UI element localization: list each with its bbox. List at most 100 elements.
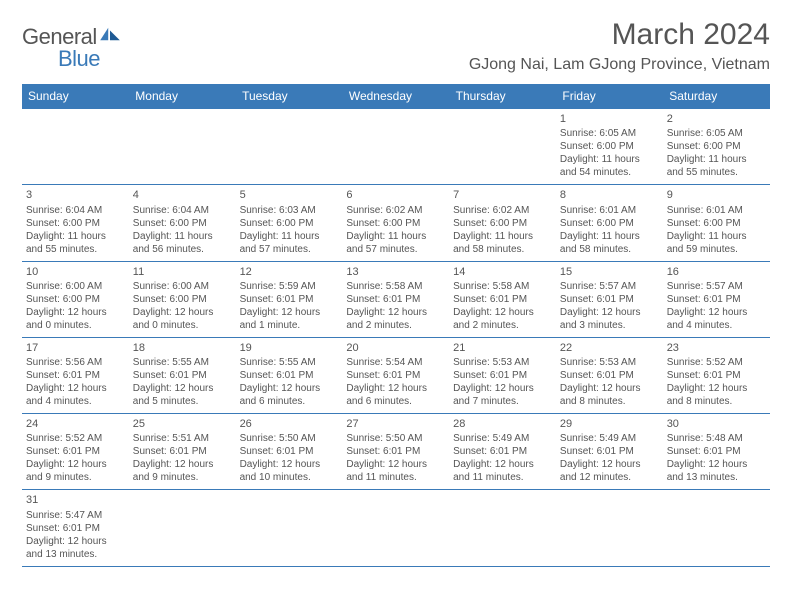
calendar-week-row: 1Sunrise: 6:05 AMSunset: 6:00 PMDaylight… [22, 109, 770, 185]
day-number: 8 [560, 188, 659, 202]
sunset-text: Sunset: 6:00 PM [133, 293, 232, 306]
weekday-header: Friday [556, 84, 663, 109]
logo-text-blue: Blue [58, 46, 121, 72]
calendar-day-cell: 31Sunrise: 5:47 AMSunset: 6:01 PMDayligh… [22, 490, 129, 566]
page-title: March 2024 [469, 18, 770, 52]
sunrise-text: Sunrise: 6:01 AM [560, 204, 659, 217]
weekday-header: Saturday [663, 84, 770, 109]
daylight-text: Daylight: 11 hours and 55 minutes. [26, 230, 125, 256]
sunset-text: Sunset: 6:01 PM [346, 293, 445, 306]
calendar-day-cell: 7Sunrise: 6:02 AMSunset: 6:00 PMDaylight… [449, 185, 556, 261]
sunrise-text: Sunrise: 5:55 AM [240, 356, 339, 369]
calendar-day-cell: 16Sunrise: 5:57 AMSunset: 6:01 PMDayligh… [663, 261, 770, 337]
calendar-day-cell: 28Sunrise: 5:49 AMSunset: 6:01 PMDayligh… [449, 414, 556, 490]
sunrise-text: Sunrise: 6:03 AM [240, 204, 339, 217]
sunrise-text: Sunrise: 5:50 AM [240, 432, 339, 445]
sunset-text: Sunset: 6:01 PM [133, 369, 232, 382]
calendar-day-cell: 1Sunrise: 6:05 AMSunset: 6:00 PMDaylight… [556, 109, 663, 185]
calendar-body: 1Sunrise: 6:05 AMSunset: 6:00 PMDaylight… [22, 109, 770, 567]
daylight-text: Daylight: 11 hours and 57 minutes. [240, 230, 339, 256]
sunset-text: Sunset: 6:00 PM [26, 217, 125, 230]
calendar-week-row: 31Sunrise: 5:47 AMSunset: 6:01 PMDayligh… [22, 490, 770, 566]
daylight-text: Daylight: 12 hours and 1 minute. [240, 306, 339, 332]
calendar-day-cell: 5Sunrise: 6:03 AMSunset: 6:00 PMDaylight… [236, 185, 343, 261]
sunset-text: Sunset: 6:00 PM [667, 140, 766, 153]
calendar-day-cell: 6Sunrise: 6:02 AMSunset: 6:00 PMDaylight… [342, 185, 449, 261]
calendar-day-cell: 8Sunrise: 6:01 AMSunset: 6:00 PMDaylight… [556, 185, 663, 261]
calendar-day-cell [129, 109, 236, 185]
calendar-day-cell: 29Sunrise: 5:49 AMSunset: 6:01 PMDayligh… [556, 414, 663, 490]
calendar-day-cell: 4Sunrise: 6:04 AMSunset: 6:00 PMDaylight… [129, 185, 236, 261]
calendar-day-cell: 22Sunrise: 5:53 AMSunset: 6:01 PMDayligh… [556, 337, 663, 413]
weekday-header: Tuesday [236, 84, 343, 109]
calendar-day-cell [449, 109, 556, 185]
daylight-text: Daylight: 11 hours and 55 minutes. [667, 153, 766, 179]
calendar-day-cell: 2Sunrise: 6:05 AMSunset: 6:00 PMDaylight… [663, 109, 770, 185]
calendar-day-cell: 10Sunrise: 6:00 AMSunset: 6:00 PMDayligh… [22, 261, 129, 337]
day-number: 15 [560, 265, 659, 279]
header: GeneralBlue March 2024 GJong Nai, Lam GJ… [22, 18, 770, 74]
daylight-text: Daylight: 12 hours and 9 minutes. [133, 458, 232, 484]
calendar-day-cell [129, 490, 236, 566]
calendar-day-cell: 9Sunrise: 6:01 AMSunset: 6:00 PMDaylight… [663, 185, 770, 261]
calendar-day-cell: 26Sunrise: 5:50 AMSunset: 6:01 PMDayligh… [236, 414, 343, 490]
sunrise-text: Sunrise: 5:57 AM [560, 280, 659, 293]
calendar-day-cell [236, 109, 343, 185]
daylight-text: Daylight: 12 hours and 4 minutes. [26, 382, 125, 408]
title-block: March 2024 GJong Nai, Lam GJong Province… [469, 18, 770, 74]
day-number: 3 [26, 188, 125, 202]
sunset-text: Sunset: 6:00 PM [667, 217, 766, 230]
calendar-day-cell: 3Sunrise: 6:04 AMSunset: 6:00 PMDaylight… [22, 185, 129, 261]
day-number: 29 [560, 417, 659, 431]
calendar-day-cell: 30Sunrise: 5:48 AMSunset: 6:01 PMDayligh… [663, 414, 770, 490]
calendar-day-cell: 12Sunrise: 5:59 AMSunset: 6:01 PMDayligh… [236, 261, 343, 337]
day-number: 28 [453, 417, 552, 431]
day-number: 23 [667, 341, 766, 355]
sunset-text: Sunset: 6:01 PM [26, 445, 125, 458]
calendar-day-cell [342, 490, 449, 566]
sunset-text: Sunset: 6:01 PM [560, 293, 659, 306]
day-number: 14 [453, 265, 552, 279]
calendar-day-cell: 25Sunrise: 5:51 AMSunset: 6:01 PMDayligh… [129, 414, 236, 490]
daylight-text: Daylight: 12 hours and 13 minutes. [667, 458, 766, 484]
day-number: 21 [453, 341, 552, 355]
daylight-text: Daylight: 11 hours and 58 minutes. [560, 230, 659, 256]
sunrise-text: Sunrise: 5:48 AM [667, 432, 766, 445]
calendar-day-cell: 27Sunrise: 5:50 AMSunset: 6:01 PMDayligh… [342, 414, 449, 490]
sunset-text: Sunset: 6:00 PM [26, 293, 125, 306]
calendar-day-cell: 23Sunrise: 5:52 AMSunset: 6:01 PMDayligh… [663, 337, 770, 413]
daylight-text: Daylight: 12 hours and 6 minutes. [346, 382, 445, 408]
daylight-text: Daylight: 12 hours and 8 minutes. [560, 382, 659, 408]
sunset-text: Sunset: 6:01 PM [453, 293, 552, 306]
daylight-text: Daylight: 12 hours and 10 minutes. [240, 458, 339, 484]
logo: GeneralBlue [22, 18, 121, 72]
sunset-text: Sunset: 6:01 PM [240, 445, 339, 458]
daylight-text: Daylight: 12 hours and 2 minutes. [346, 306, 445, 332]
calendar-day-cell: 19Sunrise: 5:55 AMSunset: 6:01 PMDayligh… [236, 337, 343, 413]
day-number: 31 [26, 493, 125, 507]
sunrise-text: Sunrise: 5:47 AM [26, 509, 125, 522]
daylight-text: Daylight: 12 hours and 4 minutes. [667, 306, 766, 332]
sunrise-text: Sunrise: 5:59 AM [240, 280, 339, 293]
sunrise-text: Sunrise: 5:52 AM [26, 432, 125, 445]
daylight-text: Daylight: 12 hours and 13 minutes. [26, 535, 125, 561]
day-number: 5 [240, 188, 339, 202]
sunset-text: Sunset: 6:01 PM [453, 445, 552, 458]
sunrise-text: Sunrise: 6:01 AM [667, 204, 766, 217]
daylight-text: Daylight: 11 hours and 58 minutes. [453, 230, 552, 256]
sunset-text: Sunset: 6:01 PM [346, 369, 445, 382]
sunrise-text: Sunrise: 6:00 AM [133, 280, 232, 293]
sunrise-text: Sunrise: 5:55 AM [133, 356, 232, 369]
calendar-week-row: 10Sunrise: 6:00 AMSunset: 6:00 PMDayligh… [22, 261, 770, 337]
sunset-text: Sunset: 6:01 PM [560, 445, 659, 458]
sunset-text: Sunset: 6:01 PM [560, 369, 659, 382]
day-number: 30 [667, 417, 766, 431]
daylight-text: Daylight: 11 hours and 54 minutes. [560, 153, 659, 179]
daylight-text: Daylight: 12 hours and 0 minutes. [133, 306, 232, 332]
daylight-text: Daylight: 12 hours and 6 minutes. [240, 382, 339, 408]
calendar-day-cell [22, 109, 129, 185]
sunset-text: Sunset: 6:01 PM [240, 293, 339, 306]
calendar-day-cell: 24Sunrise: 5:52 AMSunset: 6:01 PMDayligh… [22, 414, 129, 490]
sunrise-text: Sunrise: 5:49 AM [453, 432, 552, 445]
day-number: 25 [133, 417, 232, 431]
